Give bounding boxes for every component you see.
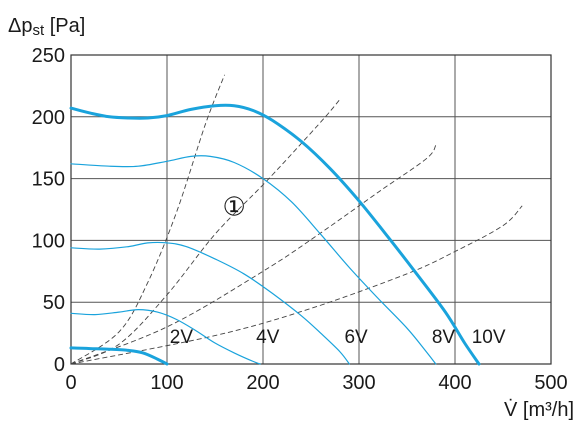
y-axis-title: Δpst [Pa] [8,15,85,39]
tick-labels-layer: 0 100 200 300 400 500 0 50 100 150 200 250 [32,45,568,394]
voltage-label-6V: 6V [344,327,368,348]
fan-curve-4V [70,308,261,365]
fan-curve-8V [70,155,437,365]
voltage-label-8V: 8V [432,327,456,348]
plot-frame [70,54,552,365]
region-annotation: ① [223,192,246,222]
y-tick-label-0: 0 [54,354,65,376]
y-tick-label-250: 250 [32,45,65,67]
voltage-label-2V: 2V [170,327,194,348]
x-axis-title: V̇ [m³/h] [504,399,574,421]
grid-layer [70,54,552,365]
y-tick-label-50: 50 [43,292,65,314]
voltage-label-4V: 4V [256,327,280,348]
fan-curve-2V [69,346,169,366]
system-curves-layer [70,74,523,365]
x-tick-label-200: 200 [246,372,279,394]
system-curve-4 [70,205,523,365]
fan-curve-10V [69,103,481,366]
x-tick-label-300: 300 [342,372,375,394]
y-axis-title-main: Δp [8,15,32,37]
system-curve-3 [70,144,437,365]
fan-curves-layer [69,103,481,366]
voltage-labels-layer: 2V 4V 6V 8V 10V [170,327,506,348]
y-axis-title-unit: [Pa] [44,15,85,37]
system-curve-1 [70,74,226,365]
voltage-label-10V: 10V [472,327,506,348]
fan-curve-6V [70,241,350,365]
x-tick-label-500: 500 [534,372,567,394]
y-tick-label-200: 200 [32,107,65,129]
y-tick-label-100: 100 [32,230,65,252]
x-tick-label-0: 0 [65,372,76,394]
system-curve-2 [70,99,341,365]
y-axis-title-sub: st [32,22,45,39]
y-tick-label-150: 150 [32,169,65,191]
x-tick-label-100: 100 [150,372,183,394]
x-tick-label-400: 400 [438,372,471,394]
